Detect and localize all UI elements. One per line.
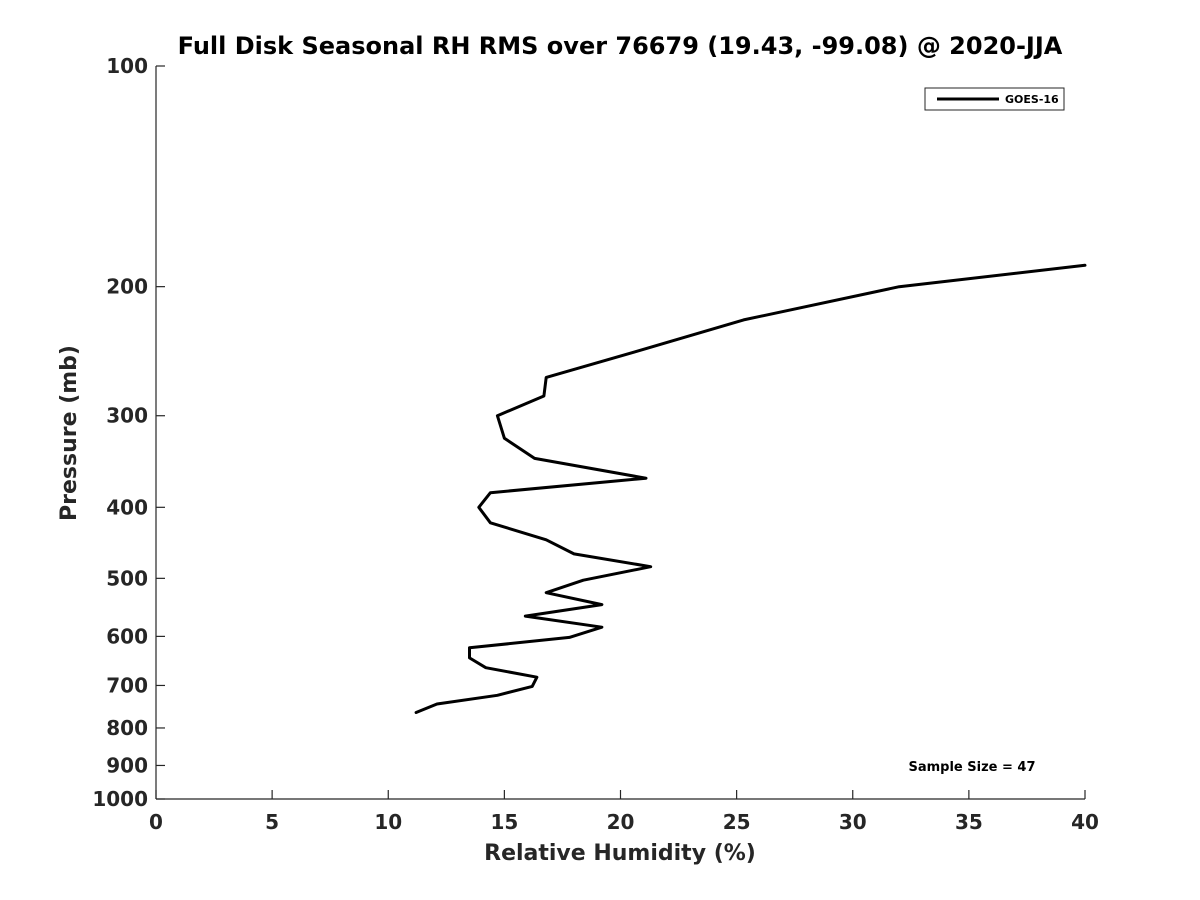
x-ticks: 0 5 10 15 20 25 30 35 40 <box>149 790 1099 834</box>
y-tick-label: 900 <box>106 753 148 777</box>
y-tick-label: 500 <box>106 566 148 590</box>
x-tick-label: 30 <box>839 810 867 834</box>
x-tick-label: 0 <box>149 810 163 834</box>
series-line-goes-16 <box>414 263 1087 714</box>
x-tick-label: 20 <box>607 810 635 834</box>
x-tick-label: 25 <box>723 810 751 834</box>
x-tick-label: 15 <box>490 810 518 834</box>
x-tick-label: 10 <box>374 810 402 834</box>
y-tick-label: 200 <box>106 275 148 299</box>
x-axis-label: Relative Humidity (%) <box>484 841 756 866</box>
y-tick-label: 100 <box>106 54 148 78</box>
x-tick-label: 35 <box>955 810 983 834</box>
legend: GOES-16 <box>924 87 1065 111</box>
y-axis-label: Pressure (mb) <box>57 345 82 521</box>
chart-title: Full Disk Seasonal RH RMS over 76679 (19… <box>178 32 1063 60</box>
series-lines <box>414 263 1087 714</box>
y-tick-label: 1000 <box>92 787 148 811</box>
x-tick-label: 40 <box>1071 810 1099 834</box>
y-tick-label: 300 <box>106 404 148 428</box>
y-tick-label: 700 <box>106 673 148 697</box>
y-ticks: 100 200 300 400 500 600 700 800 900 1000 <box>92 54 165 811</box>
legend-label-goes-16: GOES-16 <box>1005 93 1059 106</box>
y-tick-label: 600 <box>106 624 148 648</box>
sample-size-annotation: Sample Size = 47 <box>908 760 1035 775</box>
y-tick-label: 400 <box>106 495 148 519</box>
y-tick-label: 800 <box>106 716 148 740</box>
x-tick-label: 5 <box>265 810 279 834</box>
